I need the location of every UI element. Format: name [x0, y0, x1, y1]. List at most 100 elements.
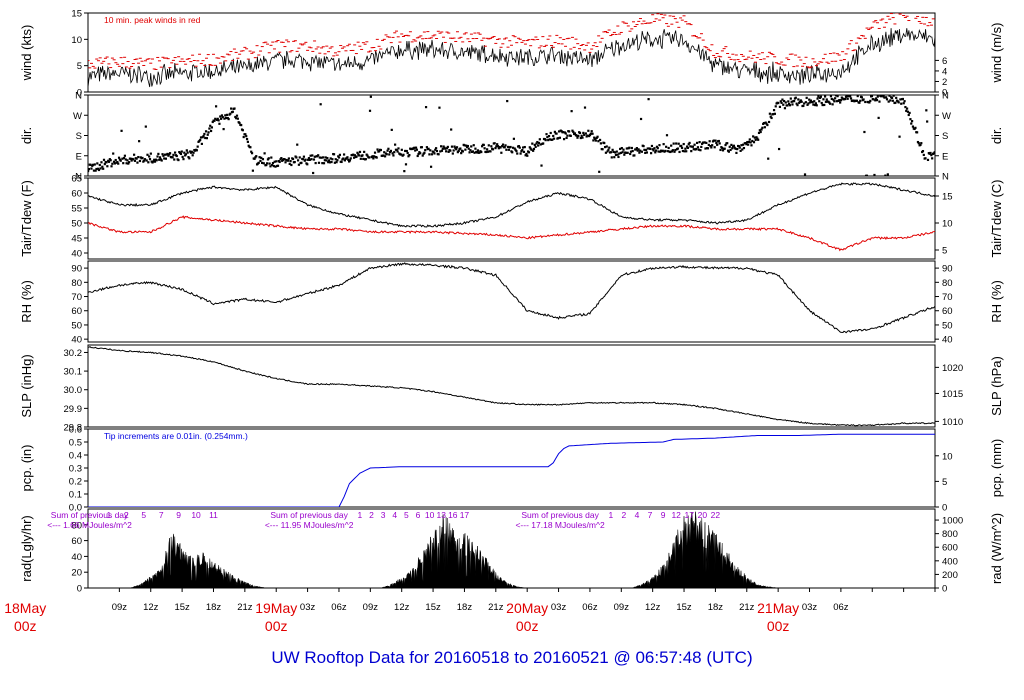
dir-point [471, 150, 475, 153]
hour-label: 5 [404, 510, 409, 520]
dir-point [742, 143, 745, 146]
dir-point [603, 141, 606, 145]
dir-point [595, 136, 598, 140]
dir-point [836, 95, 839, 98]
dir-point [286, 159, 290, 162]
dir-point [669, 150, 672, 154]
ytick-label: 30.1 [64, 367, 83, 378]
ylabel: dir. [19, 127, 34, 144]
dir-point [569, 134, 572, 137]
dir-point [703, 141, 706, 144]
dir-point [200, 142, 203, 145]
dir-point [709, 144, 712, 148]
dir-point [317, 161, 321, 164]
dir-point [664, 149, 667, 153]
dir-point [524, 154, 527, 157]
dir-point [482, 143, 485, 146]
dir-point [700, 145, 703, 149]
footer-title: UW Rooftop Data for 20160518 to 20160521… [271, 648, 753, 667]
dir-point [517, 145, 521, 148]
dir-point [680, 146, 684, 149]
dir-point [795, 102, 798, 105]
dir-point [530, 148, 533, 151]
dir-point [420, 146, 423, 149]
ytick-label: N [75, 172, 82, 183]
dir-point [796, 104, 799, 107]
dir-point [831, 103, 834, 106]
dir-point [453, 145, 456, 148]
xtick-label: 15z [174, 602, 190, 613]
dir-point [883, 96, 886, 99]
dir-point [768, 112, 771, 115]
panel-annotation: Tip increments are 0.01in. (0.254mm.) [104, 431, 248, 441]
dir-point [573, 132, 577, 135]
dir-point [623, 153, 626, 156]
dir-point [171, 156, 174, 159]
day-label-hour: 00z [265, 618, 288, 634]
dir-point [902, 102, 905, 105]
dir-point [311, 154, 314, 157]
dir-point [808, 98, 811, 101]
dir-point [275, 160, 278, 163]
dir-point [930, 154, 933, 157]
panel-data [88, 13, 935, 88]
dir-point [824, 100, 828, 103]
hour-label: 1 [107, 510, 112, 520]
dir-point [261, 158, 265, 161]
dir-point [267, 157, 270, 160]
dir-point [160, 159, 163, 162]
dir-point [234, 115, 237, 119]
dir-point [103, 163, 106, 166]
day-label: 18May [4, 600, 46, 616]
dir-point [216, 117, 219, 120]
dir-point [547, 138, 550, 142]
dir-point [220, 117, 223, 120]
dir-point [229, 112, 232, 115]
dir-point [283, 158, 286, 161]
dir-point [190, 150, 193, 153]
dir-point [393, 151, 396, 154]
dir-point [506, 99, 509, 103]
dir-point [767, 120, 771, 124]
dir-point [230, 107, 233, 110]
dir-point [773, 112, 777, 115]
dir-point [245, 135, 248, 138]
ytick-label: 29.8 [64, 423, 83, 434]
dir-point [553, 130, 556, 133]
dir-point [527, 151, 531, 154]
dir-point [576, 136, 579, 139]
dir-point [435, 149, 439, 153]
dir-point [416, 154, 419, 158]
dir-point [227, 118, 230, 121]
dir-point [612, 150, 615, 154]
dir-point [522, 150, 526, 153]
dir-point [122, 156, 126, 160]
ytick-right-label: 6 [942, 56, 947, 67]
dir-point [716, 143, 719, 146]
dir-point [520, 150, 523, 153]
dir-point [162, 154, 165, 157]
xtick-label: 21z [237, 602, 253, 613]
dir-point [696, 146, 700, 149]
dir-point [828, 101, 831, 104]
dir-point [324, 156, 327, 159]
dir-point [807, 102, 810, 105]
dir-point [166, 152, 169, 156]
dir-point [555, 132, 558, 135]
dir-point [157, 152, 160, 156]
dir-point [338, 153, 341, 156]
dir-point [813, 103, 817, 107]
dir-point [599, 142, 603, 145]
dir-point [814, 102, 817, 105]
series-line-0 [88, 262, 935, 334]
dir-point [584, 132, 587, 135]
hour-label: 10 [425, 510, 435, 520]
dir-point [355, 155, 358, 158]
dir-point [913, 127, 916, 131]
dir-point [391, 152, 394, 155]
hour-label: 17 [685, 510, 695, 520]
ytick-label: 70 [71, 292, 82, 303]
dir-point [102, 158, 106, 161]
dir-point [242, 135, 245, 139]
dir-point [137, 155, 140, 159]
